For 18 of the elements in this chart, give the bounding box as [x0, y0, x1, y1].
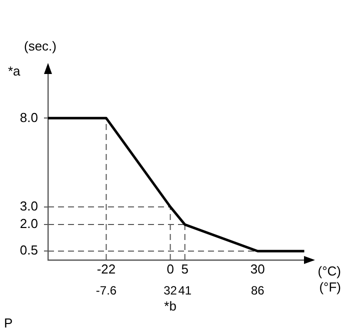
x-tick-label: 30 — [250, 261, 265, 276]
x2-tick-label: 86 — [250, 284, 265, 298]
x2-tick-label: 41 — [178, 284, 192, 298]
y-tick-label: 8.0 — [20, 110, 38, 125]
x2-tick-label: 32 — [164, 284, 178, 298]
x-tick-label: 5 — [181, 261, 188, 276]
text: (°F) — [319, 280, 341, 295]
y-axis-title: (sec.) — [24, 38, 56, 54]
x-axis-title: *b — [164, 298, 176, 314]
x2-tick-label: -7.6 — [96, 284, 117, 298]
text: P — [4, 316, 13, 331]
text: *a — [8, 64, 22, 79]
x-tick-label: 0 — [166, 261, 174, 276]
x-tick-label: -22 — [96, 261, 116, 276]
text: (°C) — [318, 264, 341, 279]
y-tick-label: 0.5 — [20, 242, 38, 258]
y-tick-label: 2.0 — [20, 216, 38, 232]
y-tick-label: 3.0 — [20, 198, 38, 214]
